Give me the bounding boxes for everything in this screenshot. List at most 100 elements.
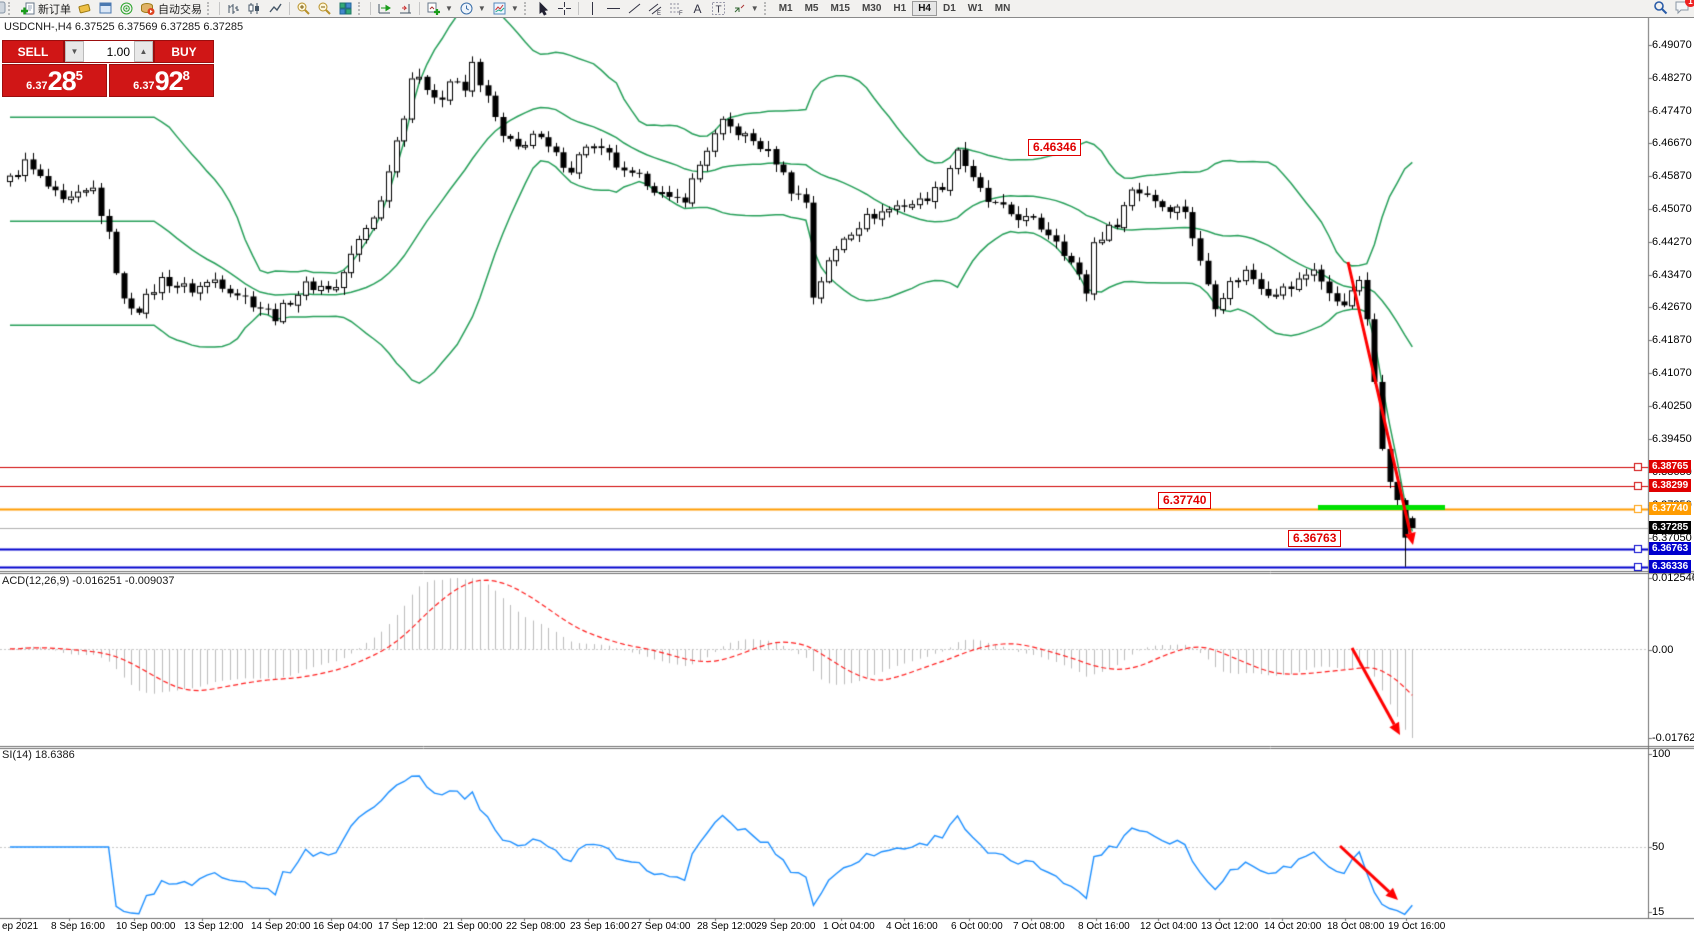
timeframe-mn-button[interactable]: MN: [994, 3, 1011, 14]
price-axis-tick: 6.42670: [1652, 301, 1692, 314]
new-order-button[interactable]: 新订单: [17, 1, 74, 16]
zoom-out-button[interactable]: [314, 1, 335, 16]
time-axis-label: 23 Sep 16:00: [570, 921, 630, 932]
toolbar-grip: [207, 2, 214, 15]
rsi-axis-tick: 100: [1652, 748, 1671, 760]
price-tag-6.38299: 6.38299: [1649, 479, 1692, 493]
chat-icon[interactable]: 1: [1674, 0, 1694, 18]
text-label-button[interactable]: T: [708, 1, 729, 16]
fibonacci-icon: F: [669, 1, 684, 16]
auto-trading-button[interactable]: 自动交易: [137, 1, 205, 16]
toolbar-grip: [763, 2, 771, 15]
svg-text:T: T: [715, 5, 721, 16]
volume-increase-button[interactable]: ▲: [134, 41, 153, 62]
templates-button[interactable]: ▼: [489, 1, 522, 16]
time-axis-label: 18 Oct 08:00: [1327, 921, 1385, 932]
buy-price-pips: 92: [154, 66, 184, 96]
trendline-button[interactable]: [624, 1, 645, 16]
volume-decrease-button[interactable]: ▼: [65, 41, 84, 62]
price-axis-tick: 6.46670: [1652, 137, 1692, 150]
market-watch-button[interactable]: [116, 1, 137, 16]
time-axis-label: 12 Oct 04:00: [1140, 921, 1198, 932]
time-axis-label: ep 2021: [2, 921, 39, 932]
time-axis-label: 29 Sep 20:00: [756, 921, 816, 932]
toolbar-grip: [8, 2, 15, 15]
svg-text:E: E: [657, 11, 661, 16]
price-axis-tick: 6.37050: [1652, 531, 1692, 544]
time-axis-label: 14 Sep 20:00: [251, 921, 311, 932]
timeframe-d1-button[interactable]: D1: [943, 3, 956, 14]
vertical-line-button[interactable]: [582, 1, 603, 16]
price-callout-6.37740[interactable]: 6.37740: [1158, 492, 1212, 509]
crosshair-button[interactable]: [554, 1, 575, 16]
zoom-in-button[interactable]: [293, 1, 314, 16]
macd-axis-tick: -0.017622: [1652, 732, 1694, 744]
sell-price-display[interactable]: 6.37 28 5: [2, 64, 107, 97]
new-order-icon: [20, 1, 35, 16]
chart-shift-button[interactable]: [395, 1, 416, 16]
time-axis-label: 13 Oct 12:00: [1201, 921, 1259, 932]
chevron-down-icon: ▼: [445, 4, 453, 13]
search-icon[interactable]: [1653, 0, 1668, 18]
cursor-icon: [536, 1, 551, 16]
fibonacci-button[interactable]: F: [666, 1, 687, 16]
price-axis-tick: 6.41870: [1652, 334, 1692, 347]
chart-wizard-button[interactable]: [74, 1, 95, 16]
text-button[interactable]: A: [687, 1, 708, 16]
buy-price-display[interactable]: 6.37 92 8: [109, 64, 214, 97]
arrows-icon: [732, 1, 747, 16]
timeframe-w1-button[interactable]: W1: [967, 3, 983, 14]
timeframe-m30-button[interactable]: M30: [861, 3, 882, 14]
candlestick-button[interactable]: [244, 1, 265, 16]
macd-axis-tick: 0.012546: [1652, 572, 1694, 584]
timeframe-m15-button[interactable]: M15: [830, 3, 850, 14]
bar-chart-icon: [226, 1, 241, 16]
macd-indicator-label: ACD(12,26,9) -0.016251 -0.009037: [2, 575, 175, 587]
main-toolbar: 新订单 自动交易 ▼ ▼ ▼ E F A T ▼ M1 M5 M15 M30 H1 H4 D1 W1 MN 1: [0, 0, 1694, 18]
time-axis-label: 14 Oct 20:00: [1264, 921, 1322, 932]
horizontal-line-button[interactable]: [603, 1, 624, 16]
buy-button[interactable]: BUY: [154, 40, 214, 63]
equidistant-channel-icon: E: [648, 1, 663, 16]
market-watch-icon: [119, 1, 134, 16]
timeframe-h4-button[interactable]: H4: [912, 1, 937, 16]
indicators-button[interactable]: ▼: [423, 1, 456, 16]
time-axis-label: 28 Sep 12:00: [697, 921, 757, 932]
profiles-button[interactable]: [95, 1, 116, 16]
timeframe-m1-button[interactable]: M1: [778, 3, 793, 14]
line-chart-button[interactable]: [265, 1, 286, 16]
buy-price-point: 8: [182, 68, 190, 83]
cursor-button[interactable]: [533, 1, 554, 16]
chevron-down-icon: ▼: [750, 4, 759, 13]
toolbar-grip: [358, 2, 365, 15]
time-axis-label: 10 Sep 00:00: [116, 921, 176, 932]
rsi-axis-tick: 15: [1652, 906, 1665, 918]
horizontal-line-icon: [606, 1, 621, 16]
timeframe-m5-button[interactable]: M5: [804, 3, 819, 14]
auto-scroll-button[interactable]: [374, 1, 395, 16]
bar-chart-button[interactable]: [223, 1, 244, 16]
price-callout-6.36763[interactable]: 6.36763: [1288, 530, 1342, 547]
sell-button[interactable]: SELL: [2, 40, 64, 63]
time-axis-label: 7 Oct 08:00: [1013, 921, 1065, 932]
indicators-icon: [426, 1, 441, 16]
price-callout-6.46346[interactable]: 6.46346: [1028, 139, 1082, 156]
arrows-button[interactable]: ▼: [729, 1, 762, 16]
chevron-down-icon: ▼: [477, 4, 486, 13]
sell-price-pips: 28: [47, 66, 77, 96]
volume-input[interactable]: [84, 41, 134, 62]
periods-button[interactable]: ▼: [456, 1, 489, 16]
crosshair-icon: [557, 1, 572, 16]
periods-icon: [459, 1, 474, 16]
tile-windows-button[interactable]: [335, 1, 356, 16]
equidistant-channel-button[interactable]: E: [645, 1, 666, 16]
svg-text:A: A: [693, 2, 701, 16]
text-icon: A: [690, 1, 705, 16]
chart-shift-icon: [398, 1, 413, 16]
timeframe-h1-button[interactable]: H1: [893, 3, 907, 14]
price-tag-6.36336: 6.36336: [1649, 559, 1692, 573]
time-axis-label: 27 Sep 04:00: [631, 921, 691, 932]
cropped-icon: [0, 0, 6, 18]
notification-badge: 1: [1685, 0, 1694, 7]
